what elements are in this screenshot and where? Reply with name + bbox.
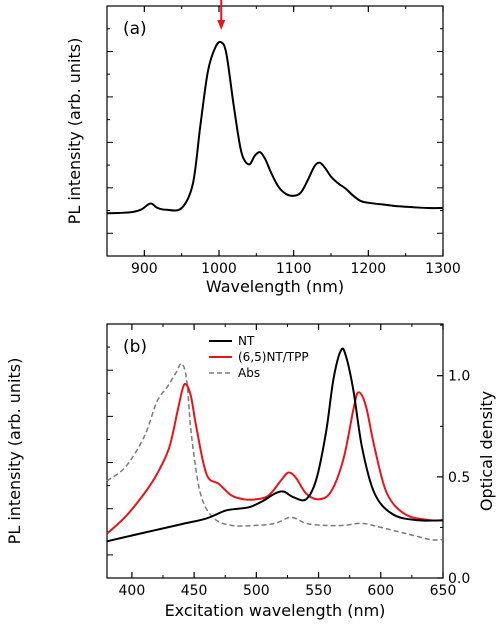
panel-a-frame xyxy=(106,5,444,257)
panel-b-x-tick-label: 450 xyxy=(181,583,208,599)
panel-a-x-tick-label: 900 xyxy=(131,261,158,277)
panel-b-ylabel-right: Optical density xyxy=(477,391,496,511)
panel-b-x-tick-label: 400 xyxy=(119,583,146,599)
panel-b-x-tick-label: 550 xyxy=(305,583,332,599)
panel-b-x-tick-label: 500 xyxy=(243,583,270,599)
panel-a-x-tick-label: 1100 xyxy=(276,261,312,277)
panel-b-xlabel: Excitation wavelength (nm) xyxy=(165,601,386,620)
legend-nt-label: NT xyxy=(238,334,255,348)
panel-a-ticks: 900 1000 1100 1200 1300 xyxy=(106,6,461,277)
panel-b-x-tick-label: 600 xyxy=(367,583,394,599)
panel-b-label: (b) xyxy=(123,337,147,357)
panel-b-frame xyxy=(106,323,444,579)
panel-b-y2-tick-label: 1.0 xyxy=(448,369,470,385)
panel-a-xlabel: Wavelength (nm) xyxy=(206,277,344,296)
panel-a-x-tick-label: 1200 xyxy=(351,261,387,277)
legend-tpp-label: (6,5)NT/TPP xyxy=(238,350,309,364)
panel-a-ylabel: PL intensity (arb. units) xyxy=(65,38,84,225)
panel-a-label: (a) xyxy=(123,19,147,39)
excitation-arrow-icon xyxy=(217,0,226,30)
panel-b-ylabel: PL intensity (arb. units) xyxy=(5,358,24,545)
panel-b-y2-tick-label: 0.5 xyxy=(448,470,470,486)
legend: NT (6,5)NT/TPP Abs xyxy=(209,334,309,380)
panel-a: 900 1000 1100 1200 1300 (a) Wavelength (nm) … xyxy=(65,0,461,296)
legend-abs-label: Abs xyxy=(238,366,260,380)
tpp-series-line xyxy=(106,382,444,535)
panel-a-x-tick-label: 1300 xyxy=(425,261,461,277)
panel-a-spectrum-line xyxy=(106,40,444,215)
panel-a-x-tick-label: 1000 xyxy=(201,261,237,277)
panel-b-x-tick-label: 650 xyxy=(430,583,457,599)
panel-b-y2-tick-label: 0.0 xyxy=(448,571,470,587)
nt-series-line xyxy=(106,347,444,543)
arrow-head xyxy=(217,20,226,30)
abs-series-line xyxy=(106,362,444,541)
